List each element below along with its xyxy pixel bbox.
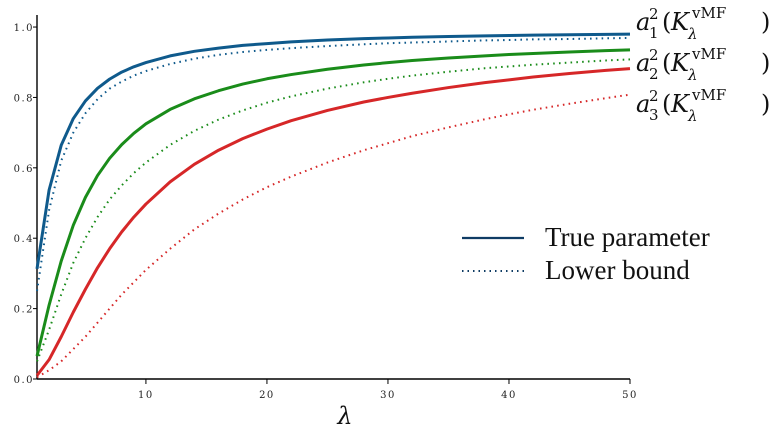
curve-label-base: a xyxy=(636,90,650,118)
curve-label-kernel: K xyxy=(670,90,691,118)
curve-label-sub: 1 xyxy=(649,24,659,42)
curve-label-kernel-sup: vMF xyxy=(691,45,726,63)
series-line-3-solid xyxy=(35,48,631,357)
series-layer xyxy=(35,32,631,379)
curve-label-base: a xyxy=(636,8,650,36)
curve-label-sub: 2 xyxy=(649,65,659,83)
legend: True parameter Lower bound xyxy=(462,222,710,285)
curve-label-open-paren: ( xyxy=(662,8,671,36)
curve-label-kernel-sub: λ xyxy=(687,25,698,43)
x-tick-label: 30 xyxy=(380,390,396,401)
x-tick-label: 10 xyxy=(138,390,154,401)
curve-label-kernel-sup: vMF xyxy=(691,4,726,22)
series-line-4-dotted xyxy=(36,58,631,362)
curve-label-close-paren: ) xyxy=(761,8,770,36)
curve-label-kernel-sup: vMF xyxy=(691,86,726,104)
legend-label-true-parameter: True parameter xyxy=(545,222,710,252)
x-axis-ticks: 10 20 30 40 50 xyxy=(138,379,638,401)
curve-label-sup: 2 xyxy=(649,87,659,105)
curve-label-open-paren: ( xyxy=(662,49,671,77)
x-tick-label: 50 xyxy=(622,390,638,401)
curve-label-kernel: K xyxy=(670,8,691,36)
axes xyxy=(36,15,630,380)
y-tick-label: 1.0 xyxy=(14,23,34,34)
curve-label-base: a xyxy=(636,49,650,77)
series-line-6-dotted xyxy=(36,93,631,379)
y-axis-ticks: 0.0 0.2 0.4 0.6 0.8 1.0 xyxy=(14,23,37,386)
y-tick-label: 0.4 xyxy=(14,234,34,245)
series-line-1-solid xyxy=(35,32,631,270)
curve-label-kernel-sub: λ xyxy=(687,107,698,125)
curve-label-kernel: K xyxy=(670,49,691,77)
x-axis-title: λ xyxy=(336,402,352,430)
curve-label-open-paren: ( xyxy=(662,90,671,118)
y-tick-label: 0.0 xyxy=(14,375,34,386)
series-line-5-solid xyxy=(35,67,631,377)
curve-label-close-paren: ) xyxy=(761,49,770,77)
curve-label-sup: 2 xyxy=(649,46,659,64)
curve-label-kernel-sub: λ xyxy=(687,66,698,84)
series-line-2-dotted xyxy=(36,36,631,292)
y-tick-label: 0.2 xyxy=(14,305,34,316)
y-tick-label: 0.8 xyxy=(14,93,34,104)
legend-label-lower-bound: Lower bound xyxy=(545,255,690,285)
curve-label-sub: 3 xyxy=(649,106,659,124)
curve-label-close-paren: ) xyxy=(761,90,770,118)
curve-label-sup: 2 xyxy=(649,5,659,23)
x-tick-label: 40 xyxy=(501,390,517,401)
y-tick-label: 0.6 xyxy=(14,164,34,175)
x-tick-label: 20 xyxy=(259,390,275,401)
